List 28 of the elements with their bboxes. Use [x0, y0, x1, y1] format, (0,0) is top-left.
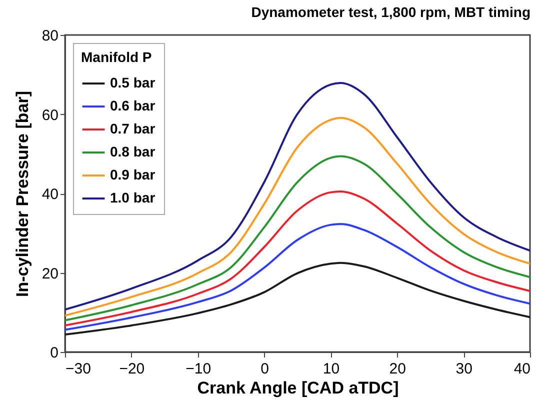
x-tick-label: −30 — [66, 360, 91, 378]
y-tick-label: 40 — [42, 186, 58, 203]
y-tick-label: 60 — [42, 106, 58, 124]
x-tick-label: 10 — [322, 360, 340, 378]
legend-label: 0.7 bar — [110, 120, 156, 136]
x-tick-label: −20 — [119, 360, 145, 378]
y-tick-label: 0 — [50, 344, 58, 362]
x-tick-label: 30 — [456, 360, 472, 378]
x-tick-label: 20 — [389, 360, 406, 378]
legend-label: 0.5 bar — [110, 74, 156, 90]
y-tick-label: 20 — [42, 265, 58, 282]
chart-title: Dynamometer test, 1,800 rpm, MBT timing — [251, 4, 530, 20]
line-series — [65, 262, 530, 336]
line-series — [65, 190, 530, 326]
legend-label: 0.9 bar — [110, 166, 156, 182]
line-series — [65, 155, 530, 322]
x-tick-label: 40 — [514, 360, 530, 378]
x-axis-title: Crank Angle [CAD aTDC] — [197, 378, 399, 398]
legend-label: 0.6 bar — [110, 98, 156, 114]
y-tick-label: 80 — [42, 28, 58, 44]
legend-label: 0.8 bar — [110, 144, 156, 160]
x-tick-label: 0 — [260, 360, 269, 378]
line-series — [65, 223, 530, 331]
line-series — [65, 116, 530, 317]
legend-title: Manifold P — [81, 49, 152, 65]
y-axis-title: In-cylinder Pressure [bar] — [12, 91, 32, 297]
x-tick-label: −10 — [186, 360, 212, 378]
legend-label: 1.0 bar — [110, 190, 156, 206]
